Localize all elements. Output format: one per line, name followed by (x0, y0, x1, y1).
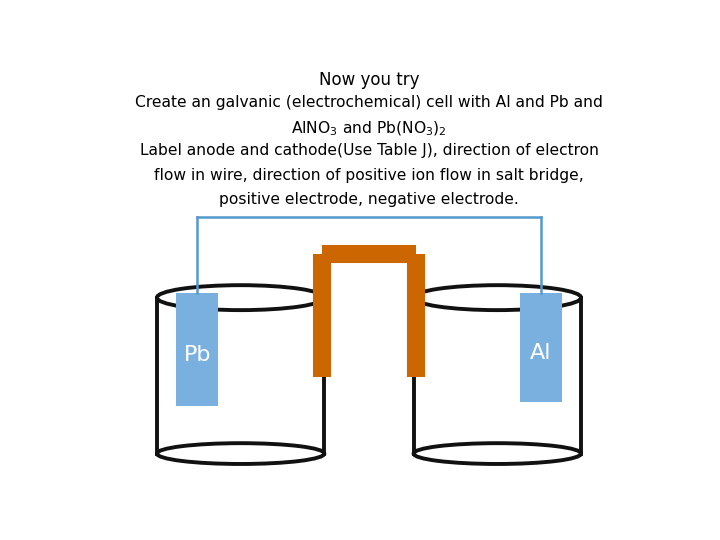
Ellipse shape (413, 443, 581, 464)
Text: Pb: Pb (184, 345, 211, 365)
Text: AlNO$_3$ and Pb(NO$_3$)$_2$: AlNO$_3$ and Pb(NO$_3$)$_2$ (291, 119, 447, 138)
Text: Label anode and cathode(Use Table J), direction of electron: Label anode and cathode(Use Table J), di… (140, 144, 598, 158)
Text: Create an galvanic (electrochemical) cell with Al and Pb and: Create an galvanic (electrochemical) cel… (135, 95, 603, 110)
Ellipse shape (413, 285, 581, 310)
FancyBboxPatch shape (413, 298, 581, 454)
Ellipse shape (157, 443, 324, 464)
Text: Al: Al (530, 343, 552, 363)
Text: flow in wire, direction of positive ion flow in salt bridge,: flow in wire, direction of positive ion … (154, 167, 584, 183)
Text: Now you try: Now you try (319, 71, 419, 89)
FancyBboxPatch shape (157, 298, 324, 454)
Text: positive electrode, negative electrode.: positive electrode, negative electrode. (219, 192, 519, 207)
FancyBboxPatch shape (520, 294, 562, 402)
Ellipse shape (157, 285, 324, 310)
FancyBboxPatch shape (176, 294, 218, 406)
